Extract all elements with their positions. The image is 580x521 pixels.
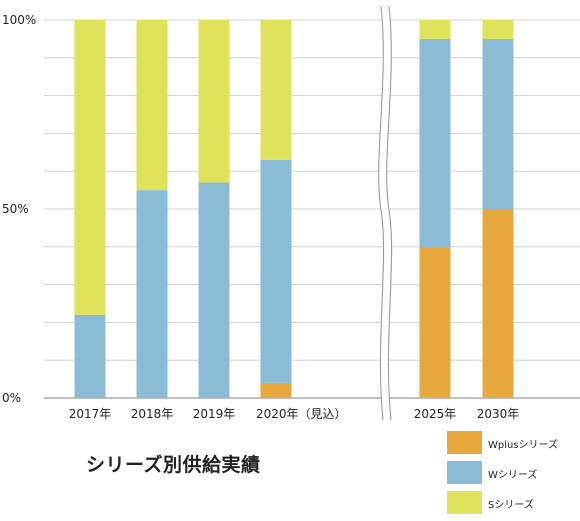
axis-break-gap <box>378 5 392 421</box>
axis-break-line <box>378 5 385 421</box>
legend-swatch <box>447 461 482 484</box>
bar-segment <box>260 20 292 160</box>
bar-segment <box>419 20 451 39</box>
bar-segment <box>482 20 514 39</box>
bar-segment <box>198 182 230 398</box>
bar-segment <box>136 20 168 191</box>
legend-label: Sシリーズ <box>488 500 534 511</box>
bar-segment <box>136 190 168 398</box>
x-tick-label: 2030年 <box>477 407 520 421</box>
bar-segment <box>419 38 451 247</box>
x-tick-label: 2018年 <box>131 407 174 421</box>
bar-segment <box>260 159 292 383</box>
chart-title: シリーズ別供給実績 <box>86 454 261 476</box>
bar-segment <box>74 314 106 398</box>
axis-break <box>378 5 393 421</box>
x-tick-label: 2019年 <box>193 407 236 421</box>
y-tick-label: 100% <box>2 13 36 27</box>
bar-segment <box>74 20 106 315</box>
x-tick-label: 2020年（見込） <box>256 407 347 421</box>
bar-segment <box>198 20 230 183</box>
bars <box>74 20 514 398</box>
bar-segment <box>419 246 451 398</box>
y-tick-label: 50% <box>2 202 29 216</box>
y-tick-labels: 0% 50% 100% <box>2 13 36 405</box>
bar-segment <box>260 382 292 398</box>
bar-segment <box>482 38 514 210</box>
axis-break-line <box>386 5 393 421</box>
x-tick-label: 2017年 <box>69 407 112 421</box>
y-tick-label: 0% <box>2 391 21 405</box>
legend-swatch <box>447 431 482 454</box>
legend-label: Wシリーズ <box>488 470 538 481</box>
x-tick-labels: 2017年 2018年 2019年 2020年（見込） 2025年 2030年 <box>69 407 520 421</box>
legend-label: Wplusシリーズ <box>488 440 559 451</box>
x-tick-label: 2025年 <box>414 407 457 421</box>
bar-segment <box>482 209 514 398</box>
legend-swatch <box>447 491 482 514</box>
